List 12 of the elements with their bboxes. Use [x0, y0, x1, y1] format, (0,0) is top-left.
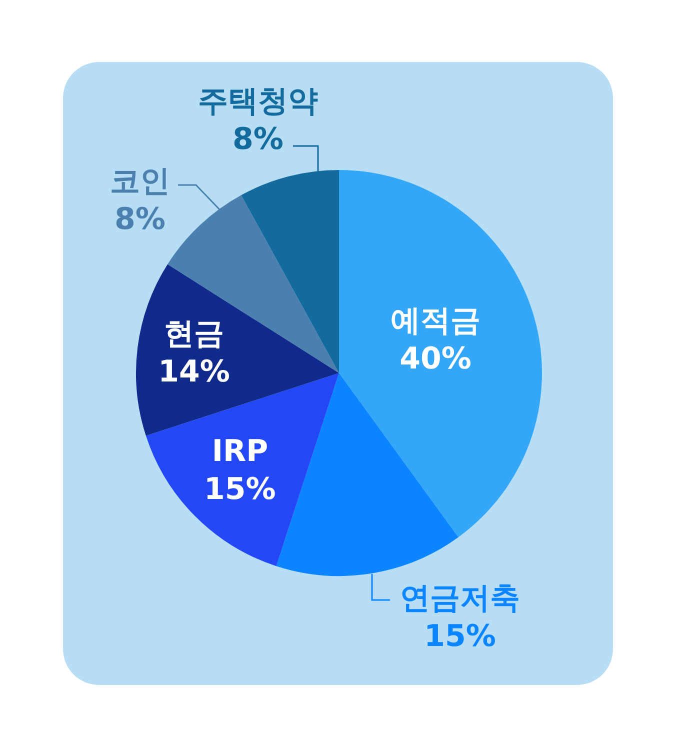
slice-label: 현금: [164, 316, 224, 352]
data-label: 15%: [204, 472, 276, 507]
slice-label: 연금저축: [400, 580, 520, 616]
slice-label: 예적금: [390, 303, 481, 338]
slice-label: IRP: [212, 434, 268, 469]
slice-label: 코인: [110, 164, 170, 199]
data-label: 14%: [158, 354, 230, 390]
data-label: 8%: [232, 122, 284, 157]
data-label: 40%: [400, 341, 472, 376]
data-label: 15%: [424, 618, 496, 654]
slice-label: 주택청약: [198, 84, 318, 119]
data-label: 8%: [114, 202, 166, 237]
